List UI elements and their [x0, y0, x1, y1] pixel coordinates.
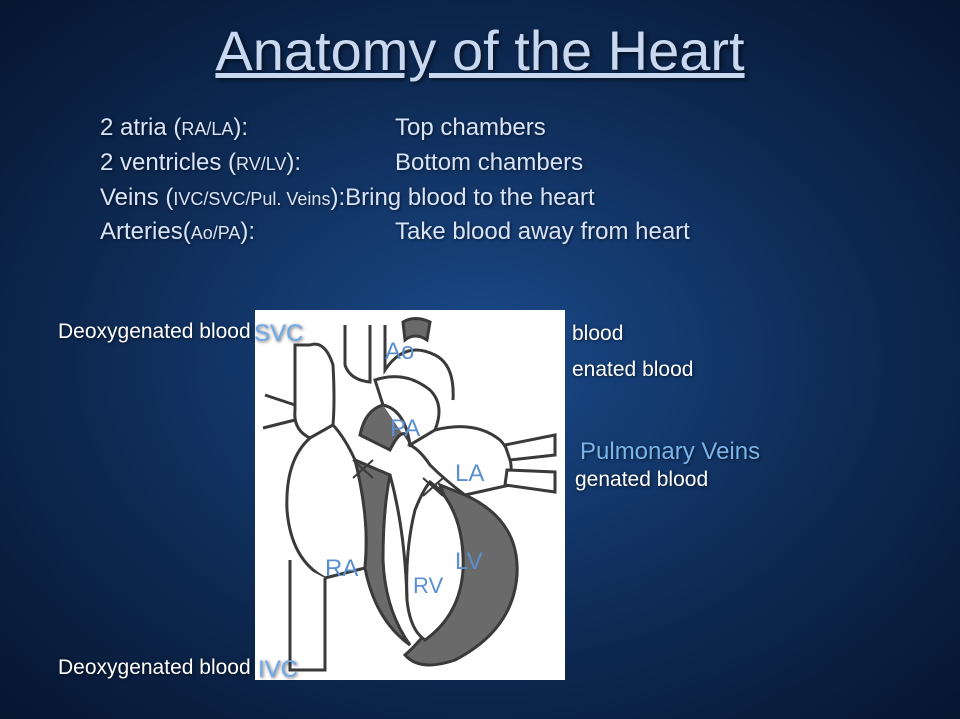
def-term-small: IVC/SVC/Pul. Veins: [173, 189, 330, 209]
diagram-area: Deoxygenated blood SVC Ao blood enated b…: [0, 310, 960, 719]
ann-blood-frag: blood: [572, 322, 623, 346]
def-term-prefix: 2 atria (: [100, 114, 181, 141]
abbr-pa: PA: [390, 415, 420, 443]
def-row-veins: Veins (IVC/SVC/Pul. Veins):Bring blood t…: [100, 181, 880, 216]
ann-genated-frag: genated blood: [575, 468, 708, 492]
def-row-ventricles: 2 ventricles (RV/LV): Bottom chambers: [100, 146, 880, 181]
def-term-small: Ao/PA: [191, 223, 241, 243]
abbr-rv: RV: [413, 573, 443, 599]
def-desc: Bottom chambers: [395, 146, 583, 181]
def-term-suffix: ):: [286, 149, 301, 176]
def-desc: Take blood away from heart: [395, 215, 690, 250]
abbr-svc: SVC: [254, 320, 303, 348]
def-term-small: RV/LV: [236, 154, 286, 174]
def-term-small: RA/LA: [181, 119, 233, 139]
def-desc: Top chambers: [395, 111, 546, 146]
ann-deox-bottom: Deoxygenated blood: [58, 656, 251, 680]
def-term-suffix: ):: [240, 218, 255, 245]
def-row-arteries: Arteries(Ao/PA): Take blood away from he…: [100, 215, 880, 250]
def-term-prefix: Arteries(: [100, 218, 191, 245]
slide-title: Anatomy of the Heart: [0, 0, 960, 83]
abbr-la: LA: [455, 460, 484, 488]
ann-enated-frag: enated blood: [572, 358, 693, 382]
definitions-block: 2 atria (RA/LA): Top chambers 2 ventricl…: [100, 111, 880, 250]
def-term-prefix: 2 ventricles (: [100, 149, 236, 176]
def-term-suffix: ):: [233, 114, 248, 141]
ann-pul-veins: Pulmonary Veins: [580, 438, 760, 466]
abbr-ao: Ao: [385, 338, 414, 366]
def-term-suffix: ):: [330, 184, 345, 211]
abbr-ivc: IVC: [258, 656, 298, 684]
def-term-prefix: Veins (: [100, 184, 173, 211]
abbr-lv: LV: [455, 548, 483, 576]
ann-deox-top: Deoxygenated blood: [58, 320, 251, 344]
abbr-ra: RA: [325, 555, 358, 583]
def-desc: Bring blood to the heart: [345, 184, 595, 211]
def-row-atria: 2 atria (RA/LA): Top chambers: [100, 111, 880, 146]
